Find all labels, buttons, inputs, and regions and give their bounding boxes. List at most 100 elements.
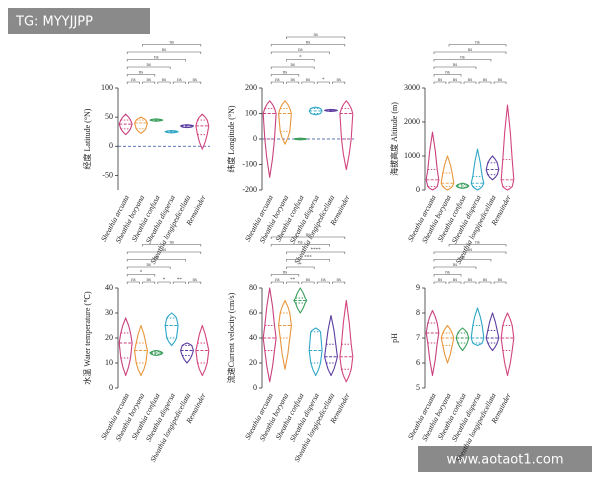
significance-bracket bbox=[126, 66, 171, 69]
violin bbox=[149, 118, 164, 122]
significance-label: ns bbox=[445, 270, 450, 275]
significance-bracket bbox=[433, 81, 447, 84]
significance-bracket bbox=[157, 81, 171, 84]
significance-bracket bbox=[172, 81, 186, 84]
significance-label: ns bbox=[275, 78, 280, 83]
significance-label: ns bbox=[298, 48, 303, 53]
y-tick-label: 20 bbox=[105, 333, 113, 342]
significance-bracket bbox=[301, 281, 315, 284]
significance-bracket bbox=[433, 51, 507, 54]
watermark: TG: MYYJJPP bbox=[15, 15, 93, 30]
significance-label: ns bbox=[453, 278, 458, 283]
y-tick-label: 1000 bbox=[404, 151, 420, 160]
significance-bracket bbox=[270, 274, 300, 277]
significance-label: * bbox=[299, 263, 302, 268]
significance-bracket bbox=[433, 259, 492, 262]
significance-bracket bbox=[188, 281, 202, 284]
significance-label: * bbox=[140, 270, 143, 275]
significance-label: ns bbox=[475, 240, 480, 245]
significance-label: ns bbox=[313, 33, 318, 38]
significance-bracket bbox=[286, 266, 315, 269]
significance-label: ns bbox=[306, 233, 311, 238]
significance-bracket bbox=[332, 81, 346, 84]
violin bbox=[164, 129, 179, 134]
significance-bracket bbox=[478, 281, 492, 284]
y-tick-label: -200 bbox=[242, 185, 257, 194]
y-tick-label: 8 bbox=[416, 308, 420, 317]
significance-bracket bbox=[270, 66, 315, 69]
significance-label: * bbox=[322, 78, 325, 83]
significance-bracket bbox=[433, 66, 477, 69]
significance-bracket bbox=[286, 36, 346, 39]
significance-label: ns bbox=[298, 240, 303, 245]
significance-bracket bbox=[172, 281, 186, 284]
significance-label: ns bbox=[306, 278, 311, 283]
significance-bracket bbox=[433, 59, 492, 62]
significance-label: ns bbox=[468, 48, 473, 53]
significance-bracket bbox=[463, 281, 477, 284]
significance-bracket bbox=[270, 281, 284, 284]
violin bbox=[195, 324, 210, 377]
y-tick-label: 40 bbox=[249, 333, 257, 342]
significance-bracket bbox=[286, 81, 300, 84]
significance-label: ns bbox=[460, 55, 465, 60]
y-tick-label: 0 bbox=[109, 383, 113, 392]
y-tick-label: 5 bbox=[416, 383, 420, 392]
y-tick-label: 20 bbox=[249, 358, 257, 367]
significance-bracket bbox=[188, 81, 202, 84]
significance-label: ns bbox=[283, 270, 288, 275]
significance-bracket bbox=[433, 266, 477, 269]
significance-bracket bbox=[126, 251, 202, 254]
significance-label: ns bbox=[162, 248, 167, 253]
significance-label: * bbox=[299, 55, 302, 60]
y-tick-label: 2000 bbox=[404, 117, 420, 126]
significance-bracket bbox=[433, 274, 462, 277]
significance-bracket bbox=[448, 281, 462, 284]
violin bbox=[164, 312, 179, 347]
y-tick-label: 80 bbox=[249, 283, 257, 292]
significance-bracket bbox=[126, 59, 186, 62]
y-tick-label: 6 bbox=[416, 358, 420, 367]
significance-bracket bbox=[463, 81, 477, 84]
significance-label: ns bbox=[177, 78, 182, 83]
significance-bracket bbox=[286, 59, 315, 62]
significance-label: ns bbox=[283, 70, 288, 75]
y-tick-label: 0 bbox=[253, 383, 257, 392]
significance-bracket bbox=[478, 81, 492, 84]
significance-bracket bbox=[448, 44, 507, 47]
y-tick-label: 60 bbox=[249, 308, 257, 317]
violin bbox=[308, 327, 323, 377]
significance-bracket bbox=[286, 259, 330, 262]
violin bbox=[149, 349, 164, 357]
violin bbox=[339, 100, 354, 171]
significance-bracket bbox=[433, 74, 462, 77]
significance-bracket bbox=[126, 259, 186, 262]
significance-label: * bbox=[163, 278, 166, 283]
significance-label: ns bbox=[146, 263, 151, 268]
significance-bracket bbox=[142, 81, 156, 84]
significance-bracket bbox=[126, 81, 140, 84]
significance-label: ns bbox=[169, 40, 174, 45]
significance-label: *** bbox=[304, 255, 312, 260]
significance-label: ns bbox=[321, 278, 326, 283]
significance-label: ns bbox=[453, 63, 458, 68]
significance-label: ns bbox=[468, 248, 473, 253]
significance-bracket bbox=[270, 236, 346, 239]
significance-label: ns bbox=[131, 278, 136, 283]
significance-bracket bbox=[332, 281, 346, 284]
significance-label: ns bbox=[306, 40, 311, 45]
violin bbox=[262, 100, 277, 178]
violin bbox=[118, 317, 133, 377]
y-axis-label: 纬度 Longitude (°N) bbox=[226, 105, 236, 173]
significance-bracket bbox=[126, 274, 156, 277]
significance-label: ns bbox=[290, 78, 295, 83]
significance-label: ns bbox=[146, 63, 151, 68]
significance-label: ns bbox=[162, 78, 167, 83]
significance-label: ns bbox=[275, 278, 280, 283]
y-tick-label: 0 bbox=[416, 185, 420, 194]
significance-bracket bbox=[270, 74, 300, 77]
significance-label: ns bbox=[192, 278, 197, 283]
y-tick-label: 50 bbox=[105, 112, 113, 121]
